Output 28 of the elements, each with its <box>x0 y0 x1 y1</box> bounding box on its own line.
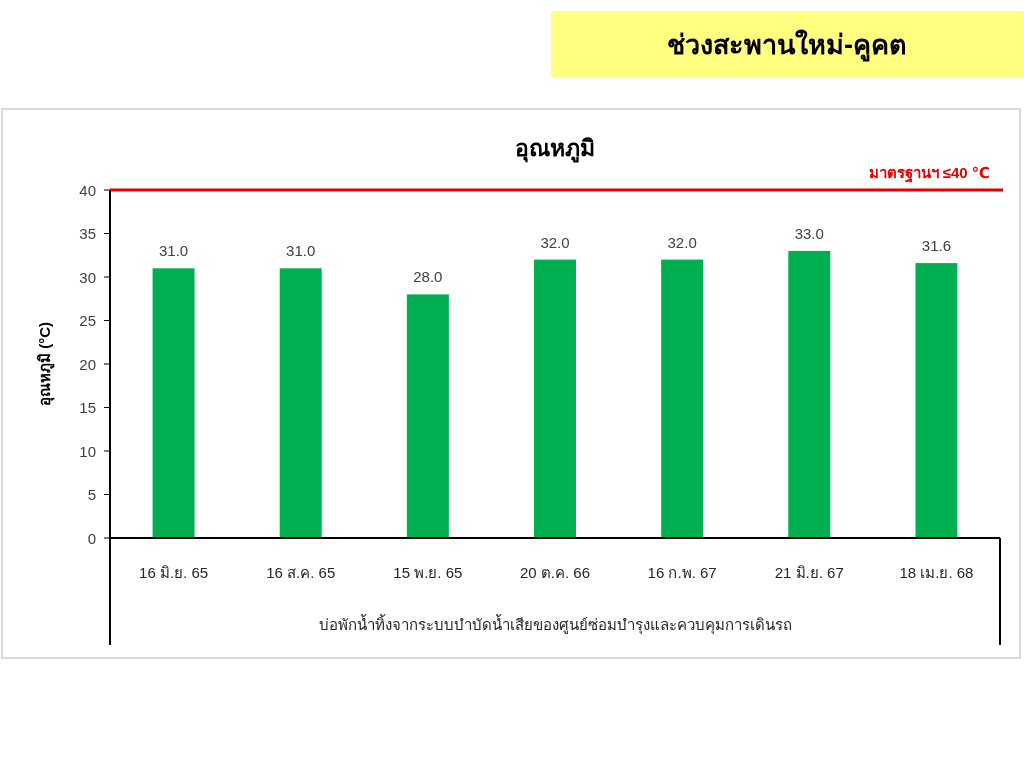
xlabel: บ่อพักน้ำทิ้งจากระบบบำบัดน้ำเสียของศูนย์ซ่อมบำรุงและควบคุมการเดินรถ <box>318 616 792 633</box>
ytick: 40 <box>79 181 96 199</box>
ytick: 35 <box>79 225 96 242</box>
xtick: 16 มิ.ย. 65 <box>139 564 209 581</box>
data-label: 28.0 <box>413 268 443 286</box>
ytick: 5 <box>87 486 96 503</box>
data-label: 31.0 <box>286 242 316 260</box>
ytick: 15 <box>79 399 96 416</box>
xtick: 20 ต.ค. 66 <box>520 564 590 581</box>
title: ช่วงสะพานใหม่-คูคต <box>667 30 907 60</box>
data-label: 32.0 <box>667 233 697 251</box>
xtick: 15 พ.ย. 65 <box>393 564 463 581</box>
xtick: 21 มิ.ย. 67 <box>774 564 844 581</box>
xtick: 16 ก.พ. 67 <box>647 564 717 581</box>
subtitle: อุณหภูมิ <box>515 135 595 161</box>
data-label: 32.0 <box>540 233 570 251</box>
xtick: 18 เม.ย. 68 <box>899 564 974 581</box>
ytick: 20 <box>79 355 96 373</box>
data-label: 31.0 <box>158 242 189 260</box>
data-label: 33.0 <box>794 224 824 242</box>
xtick: 16 ส.ค. 65 <box>266 564 336 581</box>
ref-label: มาตรฐานฯ ≤40 ℃ <box>868 164 990 181</box>
ytick: 10 <box>79 442 96 460</box>
data-label: 31.6 <box>921 237 952 255</box>
ytick: 25 <box>79 312 96 329</box>
ylabel: อุณหภูมิ (°C) <box>35 322 53 406</box>
ytick: 0 <box>87 529 96 547</box>
ytick: 30 <box>79 268 96 286</box>
